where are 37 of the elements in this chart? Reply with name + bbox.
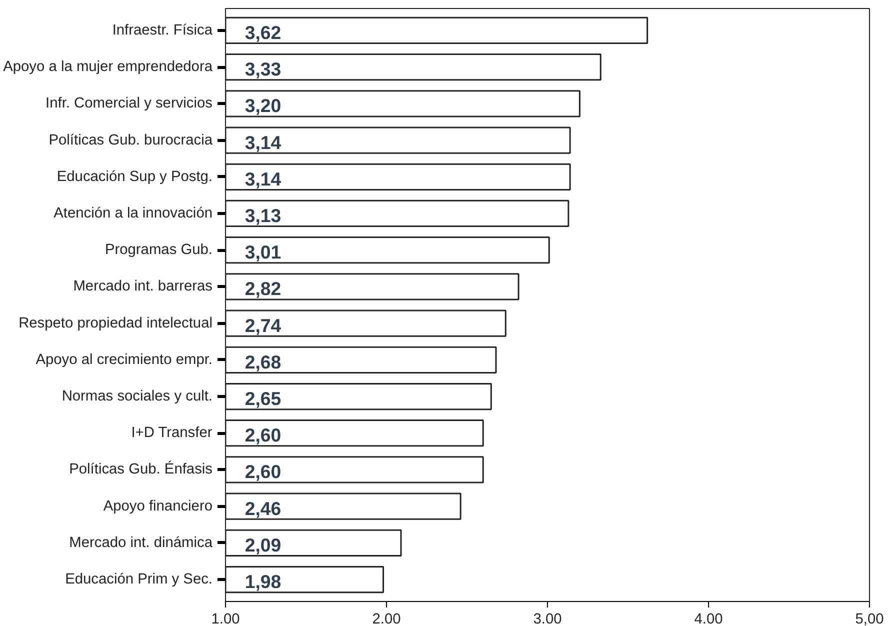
data-label: 2,65 [244, 388, 282, 410]
y-tick-label: I+D Transfer [131, 425, 212, 442]
x-tick-label: 2.00 [372, 612, 401, 626]
y-tick-label: Apoyo financiero [103, 498, 213, 514]
data-label: 3,62 [244, 22, 282, 43]
data-label: 1,98 [244, 571, 282, 592]
data-label: 3,14 [244, 132, 282, 153]
data-label: 2,46 [244, 498, 282, 519]
y-tick-label: Políticas Gub. Énfasis [69, 460, 213, 478]
x-tick-label: 3.00 [533, 612, 562, 626]
x-tick-label: 5,00 [855, 612, 884, 626]
data-label: 2,60 [244, 461, 282, 482]
y-tick-label: Apoyo al crecimiento empr. [36, 352, 213, 368]
y-tick-label: Apoyo a la mujer emprendedora [3, 59, 214, 76]
data-label: 3,14 [244, 168, 282, 190]
y-tick-label: Mercado int. dinámica [69, 534, 214, 551]
y-tick-label: Educación Prim y Sec. [65, 572, 212, 588]
y-tick-label: Educación Sup y Postg. [56, 168, 213, 185]
y-tick-label: Infraestr. Física [112, 22, 214, 38]
y-tick-label: Políticas Gub. burocracia [48, 132, 214, 148]
data-label: 3,01 [244, 242, 282, 263]
data-label: 2,60 [244, 424, 282, 446]
data-label: 3,20 [244, 95, 282, 116]
y-tick-label: Infr. Comercial y servicios [46, 96, 213, 112]
y-tick-label: Atención a la innovación [54, 205, 213, 222]
data-label: 2,82 [244, 278, 282, 300]
y-tick-label: Mercado int. barreras [73, 278, 213, 295]
data-label: 3,13 [244, 204, 282, 226]
data-label: 2,74 [244, 314, 282, 336]
x-tick-label: 4.00 [694, 612, 723, 626]
data-label: 2,68 [244, 351, 282, 372]
data-label: 3,33 [244, 58, 282, 80]
y-tick-label: Programas Gub. [104, 242, 213, 258]
y-tick-label: Respeto propiedad intelectual [18, 315, 213, 332]
x-tick-label: 1.00 [211, 612, 240, 626]
data-label: 2,09 [244, 534, 282, 556]
y-tick-label: Normas sociales y cult. [62, 388, 213, 405]
